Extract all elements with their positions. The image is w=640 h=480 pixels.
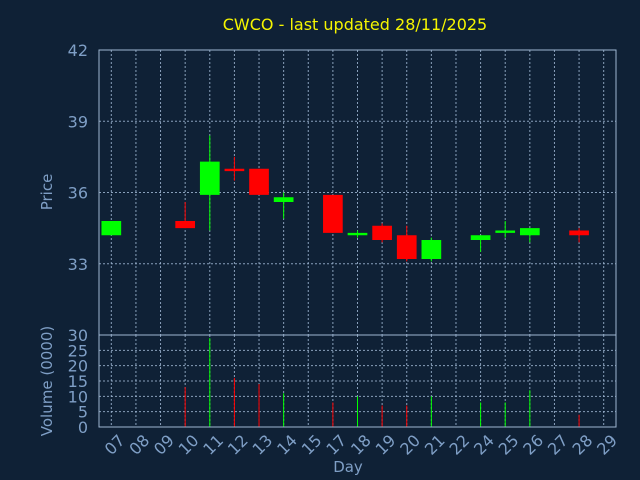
x-tick-label: 21 (421, 431, 449, 459)
x-tick-label: 14 (273, 431, 301, 459)
x-tick-label: 11 (199, 431, 227, 459)
x-tick-label: 08 (125, 431, 153, 459)
price-tick-label: 36 (68, 184, 88, 203)
x-tick-label: 26 (519, 431, 547, 459)
x-tick-label: 22 (445, 431, 473, 459)
price-tick-label: 42 (68, 41, 88, 60)
candle-body (470, 235, 491, 240)
x-tick-label: 09 (150, 431, 178, 459)
candle-body (224, 168, 245, 172)
candle-body (101, 221, 122, 236)
x-tick-label: 29 (593, 431, 621, 459)
x-tick-label: 12 (224, 431, 252, 459)
candle-body (569, 230, 589, 236)
x-tick-label: 27 (544, 431, 572, 459)
x-tick-label: 15 (298, 431, 326, 459)
x-axis-label: Day (333, 458, 363, 476)
volume-tick-label: 15 (68, 372, 88, 391)
candle-body (175, 221, 196, 229)
x-tick-labels: 0708091011121314151718192021222425262728… (101, 431, 621, 459)
volume-tick-label: 10 (68, 387, 88, 406)
candle-body (495, 230, 516, 233)
chart-title: CWCO - last updated 28/11/2025 (223, 15, 487, 34)
x-tick-label: 07 (101, 431, 129, 459)
candle-body (396, 235, 417, 259)
candle-body (372, 225, 392, 240)
price-grid (99, 49, 616, 336)
candle-body (421, 240, 442, 259)
x-tick-label: 28 (569, 431, 597, 459)
price-tick-label: 39 (68, 112, 88, 131)
candle-body (323, 194, 343, 233)
volume-panel-frame (98, 334, 617, 428)
volume-tick-label: 5 (78, 403, 88, 422)
candle-body (199, 161, 220, 195)
candle-body (249, 168, 269, 195)
price-tick-labels: 30 33 36 39 42 (68, 41, 88, 345)
x-tick-label: 10 (175, 431, 203, 459)
x-tick-label: 19 (372, 431, 400, 459)
x-tick-label: 20 (396, 431, 424, 459)
x-tick-label: 17 (322, 431, 350, 459)
volume-tick-label: 20 (68, 357, 88, 376)
candles (101, 135, 589, 262)
x-tick-label: 18 (347, 431, 375, 459)
price-tick-label: 33 (68, 255, 88, 274)
candle-body (519, 228, 540, 236)
volume-tick-label: 0 (78, 418, 88, 437)
x-tick-label: 24 (470, 431, 498, 459)
volume-tick-label: 25 (68, 341, 88, 360)
price-axis-label: Price (38, 174, 56, 211)
x-tick-label: 13 (249, 431, 277, 459)
candle-body (273, 197, 294, 202)
volume-axis-label: Volume (0000) (38, 326, 56, 436)
volume-bars (184, 338, 580, 427)
candle-body (347, 232, 368, 236)
x-tick-label: 25 (495, 431, 523, 459)
price-tick-label: 30 (68, 326, 88, 345)
